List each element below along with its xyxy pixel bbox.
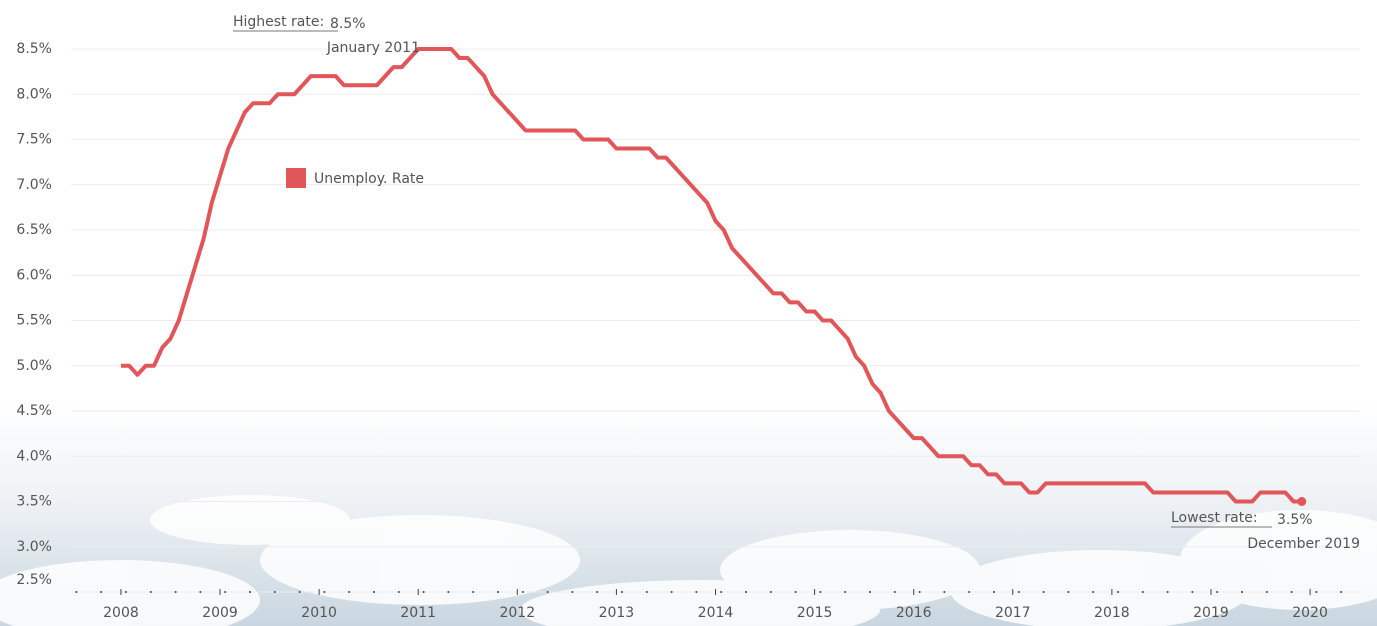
annotation-value: 8.5% [330, 16, 366, 32]
axis-dot [646, 591, 648, 593]
axis-dot [1018, 591, 1020, 593]
axis-dot [894, 591, 896, 593]
axis-dot [1191, 591, 1193, 593]
axis-dot [1043, 591, 1045, 593]
axis-dot [1266, 591, 1268, 593]
axis-dot [423, 591, 425, 593]
y-tick-label: 8.0% [16, 86, 52, 102]
y-tick-label: 7.5% [16, 132, 52, 148]
axis-dot [472, 591, 474, 593]
axis-dot [795, 591, 797, 593]
y-tick-label: 6.0% [16, 267, 52, 283]
axis-dot [745, 591, 747, 593]
axis-dot [75, 591, 77, 593]
axis-dot [571, 591, 573, 593]
x-tick-label: 2019 [1193, 605, 1229, 621]
axis-dot [770, 591, 772, 593]
annotation-label: Lowest rate: [1171, 510, 1258, 526]
axis-dot [968, 591, 970, 593]
x-tick-label: 2013 [599, 605, 635, 621]
axis-dot [720, 591, 722, 593]
axis-dot [596, 591, 598, 593]
chart: 2.5% 3.0% 3.5% 4.0% 4.5% 5.0% 5.5% 6.0% 6.5% 7.0%… [0, 0, 1377, 626]
y-tick-label: 3.5% [16, 494, 52, 510]
x-tick-label: 2008 [103, 605, 139, 621]
axis-dot [844, 591, 846, 593]
axis-dot [1092, 591, 1094, 593]
axis-dot [919, 591, 921, 593]
axis-dot [943, 591, 945, 593]
axis-dot [274, 591, 276, 593]
axis-dot [1117, 591, 1119, 593]
axis-dot [993, 591, 995, 593]
axis-dot [869, 591, 871, 593]
axis-dot [547, 591, 549, 593]
axis-dot [1142, 591, 1144, 593]
axis-dot [175, 591, 177, 593]
y-tick-label: 2.5% [16, 572, 52, 588]
axis-dot [1167, 591, 1169, 593]
axis-dot [100, 591, 102, 593]
axis-dot [1291, 591, 1293, 593]
x-tick-label: 2015 [797, 605, 833, 621]
y-tick-label: 4.0% [16, 448, 52, 464]
axis-dot [819, 591, 821, 593]
axis-dot [373, 591, 375, 593]
axis-dot [671, 591, 673, 593]
x-tick-label: 2014 [698, 605, 734, 621]
axis-dot [199, 591, 201, 593]
axis-dot [695, 591, 697, 593]
y-tick-label: 5.5% [16, 313, 52, 329]
x-tick-label: 2020 [1292, 605, 1328, 621]
annotation-label: Highest rate: [233, 14, 324, 30]
annotation-value: 3.5% [1277, 512, 1313, 528]
axis-dot [1067, 591, 1069, 593]
x-tick-label: 2016 [896, 605, 932, 621]
x-tick-label: 2018 [1094, 605, 1130, 621]
y-tick-label: 7.0% [16, 177, 52, 193]
y-tick-label: 5.0% [16, 358, 52, 374]
axis-dot [1216, 591, 1218, 593]
axis-dot [348, 591, 350, 593]
legend-label: Unemploy. Rate [314, 171, 424, 187]
y-tick-label: 3.0% [16, 539, 52, 555]
end-point [1297, 497, 1306, 506]
axis-dot [299, 591, 301, 593]
axis-dot [1340, 591, 1342, 593]
axis-dot [447, 591, 449, 593]
x-tick-label: 2017 [995, 605, 1031, 621]
x-tick-label: 2010 [301, 605, 337, 621]
axis-dot [398, 591, 400, 593]
axis-dot [621, 591, 623, 593]
x-tick-label: 2009 [202, 605, 238, 621]
axis-dot [224, 591, 226, 593]
axis-dot [1315, 591, 1317, 593]
axis-dot [150, 591, 152, 593]
axis-dot [125, 591, 127, 593]
axis-dot [249, 591, 251, 593]
y-tick-label: 6.5% [16, 222, 52, 238]
axis-dot [1241, 591, 1243, 593]
axis-dot [522, 591, 524, 593]
y-tick-label: 4.5% [16, 403, 52, 419]
annotation-date: January 2011 [326, 40, 420, 56]
legend-swatch [286, 168, 306, 188]
annotation-date: December 2019 [1247, 536, 1360, 552]
y-tick-label: 8.5% [16, 41, 52, 57]
x-tick-label: 2012 [499, 605, 535, 621]
x-tick-label: 2011 [400, 605, 436, 621]
axis-dot [497, 591, 499, 593]
axis-dot [323, 591, 325, 593]
